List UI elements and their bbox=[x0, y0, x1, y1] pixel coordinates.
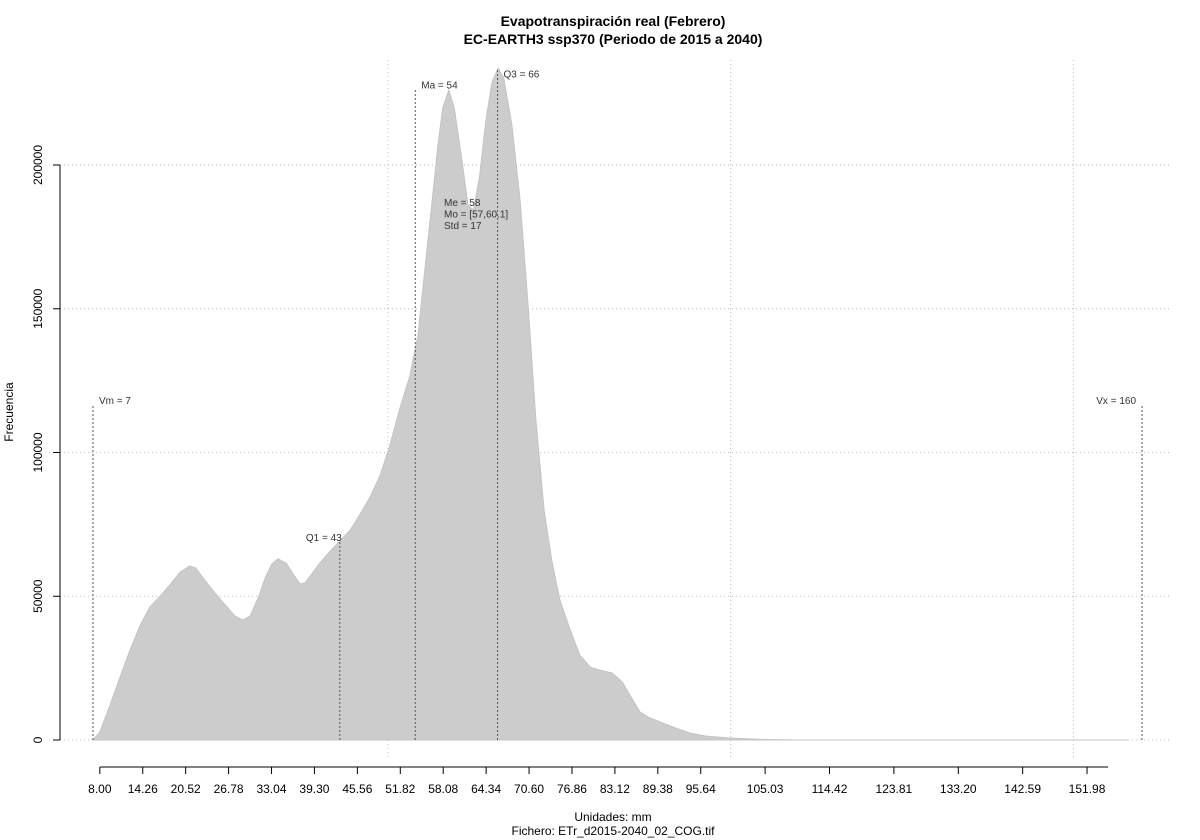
x-axis-label: Unidades: mm bbox=[574, 810, 651, 824]
x-tick-label: 14.26 bbox=[128, 782, 158, 796]
stat-label: Me = 58 bbox=[444, 198, 481, 209]
chart-subtitle: EC-EARTH3 ssp370 (Periodo de 2015 a 2040… bbox=[464, 31, 763, 47]
y-tick-label: 50000 bbox=[31, 579, 45, 613]
marker-label: Vx = 160 bbox=[1096, 396, 1136, 407]
marker-label: Q3 = 66 bbox=[504, 70, 540, 81]
y-tick-label: 100000 bbox=[31, 432, 45, 472]
x-tick-label: 133.20 bbox=[940, 782, 977, 796]
x-tick-label: 70.60 bbox=[514, 782, 544, 796]
caption: Fichero: ETr_d2015-2040_02_COG.tif bbox=[512, 824, 716, 838]
stat-label: Std = 17 bbox=[444, 221, 482, 232]
x-tick-label: 20.52 bbox=[171, 782, 201, 796]
marker-label: Ma = 54 bbox=[421, 80, 458, 91]
x-tick-label: 142.59 bbox=[1004, 782, 1041, 796]
x-tick-label: 95.64 bbox=[686, 782, 716, 796]
x-tick-label: 39.30 bbox=[299, 782, 329, 796]
y-tick-label: 150000 bbox=[31, 288, 45, 328]
stat-label: Mo = [57,60.1] bbox=[444, 210, 508, 221]
x-tick-label: 105.03 bbox=[747, 782, 784, 796]
x-tick-label: 123.81 bbox=[876, 782, 913, 796]
x-tick-label: 83.12 bbox=[600, 782, 630, 796]
chart-title: Evapotranspiración real (Febrero) bbox=[501, 13, 726, 29]
x-tick-label: 76.86 bbox=[557, 782, 587, 796]
y-tick-label: 200000 bbox=[31, 145, 45, 185]
x-tick-label: 89.38 bbox=[643, 782, 673, 796]
marker-label: Vm = 7 bbox=[99, 396, 131, 407]
x-tick-label: 51.82 bbox=[385, 782, 415, 796]
x-tick-label: 26.78 bbox=[214, 782, 244, 796]
y-tick-label: 0 bbox=[31, 736, 45, 743]
marker-label: Q1 = 43 bbox=[306, 533, 342, 544]
density-area bbox=[91, 66, 1129, 741]
x-tick-label: 151.98 bbox=[1069, 782, 1106, 796]
x-tick-label: 64.34 bbox=[471, 782, 501, 796]
x-tick-label: 58.08 bbox=[428, 782, 458, 796]
x-tick-label: 114.42 bbox=[812, 782, 848, 796]
y-axis-label: Frecuencia bbox=[2, 382, 16, 442]
x-tick-label: 8.00 bbox=[88, 782, 112, 796]
x-tick-label: 33.04 bbox=[257, 782, 287, 796]
x-tick-label: 45.56 bbox=[342, 782, 372, 796]
